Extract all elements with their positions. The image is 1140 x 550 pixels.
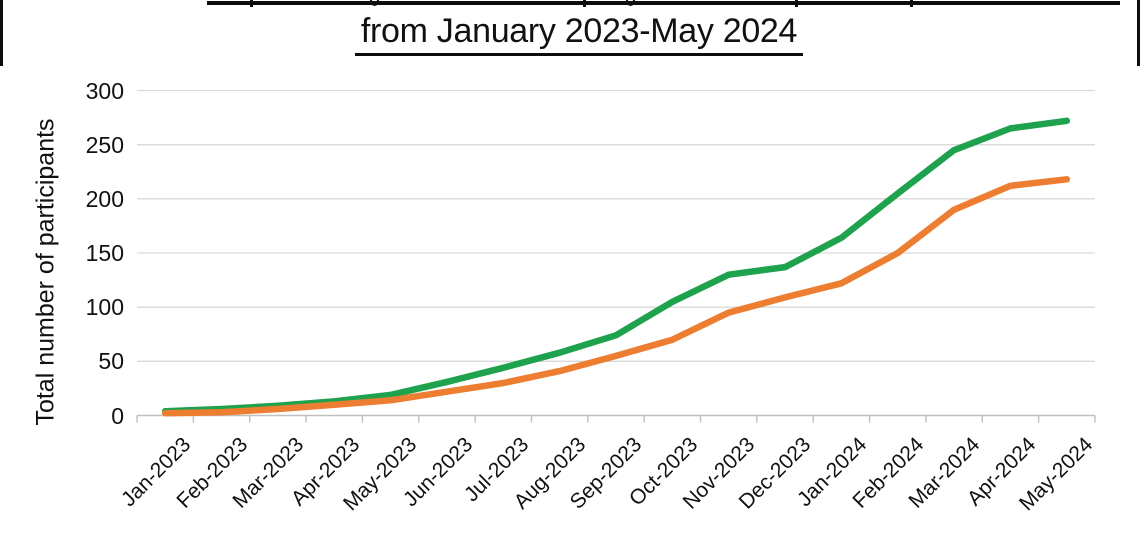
title-line1-descender xyxy=(626,0,635,6)
title-line1-descender xyxy=(250,0,253,7)
frame-edge-right xyxy=(1137,0,1140,66)
chart-title-text: from January 2023-May 2024 xyxy=(354,12,804,56)
y-tick-label: 50 xyxy=(98,348,124,375)
chart-title: from January 2023-May 2024 xyxy=(0,12,1140,56)
y-tick-label: 100 xyxy=(85,294,124,321)
title-line1-descender xyxy=(583,0,586,7)
y-tick-label: 300 xyxy=(85,77,124,104)
title-line1-descender xyxy=(795,0,798,7)
green-line-series xyxy=(161,117,1071,415)
y-tick-label: 200 xyxy=(85,185,124,212)
y-tick-label: 0 xyxy=(111,402,124,429)
orange-line-series xyxy=(161,176,1071,417)
title-line1-descender xyxy=(910,0,913,7)
frame-edge-left xyxy=(0,0,3,66)
y-tick-label: 150 xyxy=(85,240,124,266)
title-line1-underline xyxy=(207,1,1120,5)
title-line1-descender xyxy=(370,0,379,6)
y-tick-label: 250 xyxy=(85,131,124,158)
